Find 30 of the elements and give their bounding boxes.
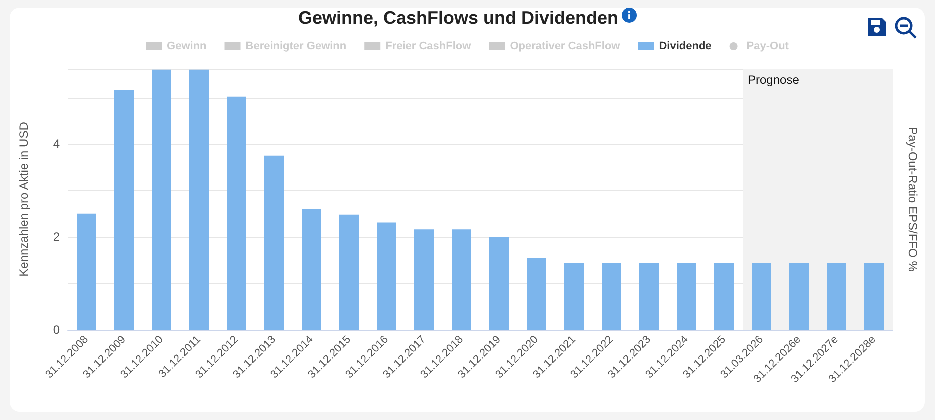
bar bbox=[377, 222, 396, 330]
bar bbox=[152, 70, 172, 330]
bar bbox=[564, 263, 584, 330]
bar bbox=[864, 263, 884, 330]
bar bbox=[527, 258, 546, 330]
chart-title: Gewinne, CashFlows und Dividenden bbox=[298, 8, 619, 28]
bar bbox=[414, 230, 434, 330]
bar bbox=[190, 70, 209, 330]
bar bbox=[340, 214, 359, 330]
bar bbox=[790, 263, 809, 330]
y-tick-label: 0 bbox=[53, 323, 60, 337]
bar bbox=[264, 156, 284, 330]
bar bbox=[827, 263, 846, 330]
band-label: Prognose bbox=[748, 73, 800, 87]
bar bbox=[490, 237, 509, 330]
bar bbox=[452, 230, 472, 330]
bar bbox=[77, 214, 96, 330]
bar bbox=[602, 263, 622, 330]
bar bbox=[752, 263, 772, 330]
legend-label: Dividende bbox=[659, 40, 712, 52]
bar bbox=[714, 263, 734, 330]
bar bbox=[114, 90, 134, 330]
bar bbox=[302, 209, 322, 330]
y-tick-label: 4 bbox=[53, 137, 60, 152]
y-tick-label: 2 bbox=[53, 230, 60, 244]
y2-axis-title: Pay-Out-Ratio EPS/FFO % bbox=[906, 127, 920, 272]
bar bbox=[677, 263, 696, 330]
y-axis-title: Kennzahlen pro Aktie in USD bbox=[17, 122, 31, 277]
bar bbox=[227, 96, 246, 330]
bar bbox=[640, 263, 659, 330]
